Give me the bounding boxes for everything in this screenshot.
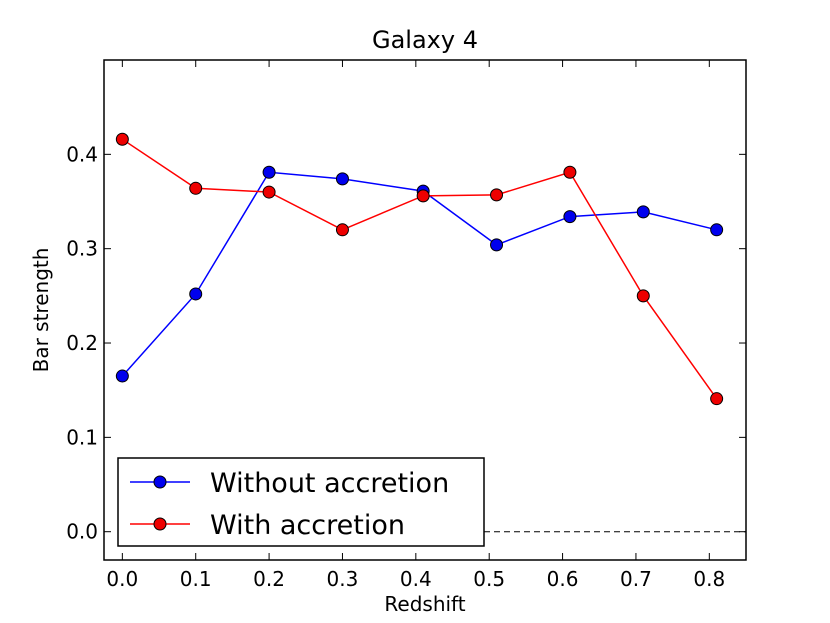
data-point-without-accretion — [189, 287, 203, 301]
x-tick-label: 0.5 — [473, 567, 505, 591]
y-axis-label: Bar strength — [29, 248, 53, 373]
data-point-without-accretion — [563, 210, 577, 224]
data-point-with-accretion — [710, 392, 724, 406]
x-tick-label: 0.7 — [620, 567, 652, 591]
y-tick-label: 0.2 — [66, 331, 98, 355]
x-tick-label: 0.3 — [327, 567, 359, 591]
data-point-with-accretion — [636, 289, 650, 303]
data-point-without-accretion — [115, 369, 129, 383]
legend-marker-with-accretion — [153, 517, 167, 531]
tick-layer: 0.0 0.1 0.2 0.3 0.4 0.5 0.6 0.7 0.8 0.0 0.1 0.2 0.3 0… — [66, 60, 746, 591]
x-tick-label: 0.4 — [400, 567, 432, 591]
y-tick-label: 0.1 — [66, 425, 98, 449]
x-tick-label: 0.6 — [547, 567, 579, 591]
x-tick-label: 0.1 — [180, 567, 212, 591]
x-tick-label: 0.2 — [253, 567, 285, 591]
series-with-accretion — [115, 132, 724, 406]
data-point-without-accretion — [262, 165, 276, 179]
legend-box — [117, 457, 485, 547]
x-tick-label: 0.0 — [106, 567, 138, 591]
data-point-without-accretion — [335, 172, 349, 186]
x-tick-label: 0.8 — [693, 567, 725, 591]
data-point-with-accretion — [490, 188, 504, 202]
legend-label-with-accretion: With accretion — [210, 510, 405, 541]
legend: Without accretion With accretion — [117, 457, 485, 547]
data-point-with-accretion — [115, 132, 129, 146]
data-point-with-accretion — [563, 165, 577, 179]
data-point-with-accretion — [416, 189, 430, 203]
x-axis-label: Redshift — [384, 592, 465, 616]
data-point-with-accretion — [262, 185, 276, 199]
chart-title: Galaxy 4 — [372, 26, 478, 54]
y-tick-label: 0.3 — [66, 237, 98, 261]
legend-marker-without-accretion — [153, 475, 167, 489]
data-point-with-accretion — [189, 181, 203, 195]
y-tick-label: 0.4 — [66, 142, 98, 166]
data-point-with-accretion — [335, 223, 349, 237]
data-point-without-accretion — [636, 205, 650, 219]
series-line-without-accretion — [121, 171, 717, 377]
y-tick-label: 0.0 — [66, 520, 98, 544]
legend-label-without-accretion: Without accretion — [210, 468, 449, 499]
plot-frame — [103, 59, 747, 561]
data-point-without-accretion — [490, 238, 504, 252]
series-layer — [115, 132, 724, 406]
data-point-without-accretion — [710, 223, 724, 237]
